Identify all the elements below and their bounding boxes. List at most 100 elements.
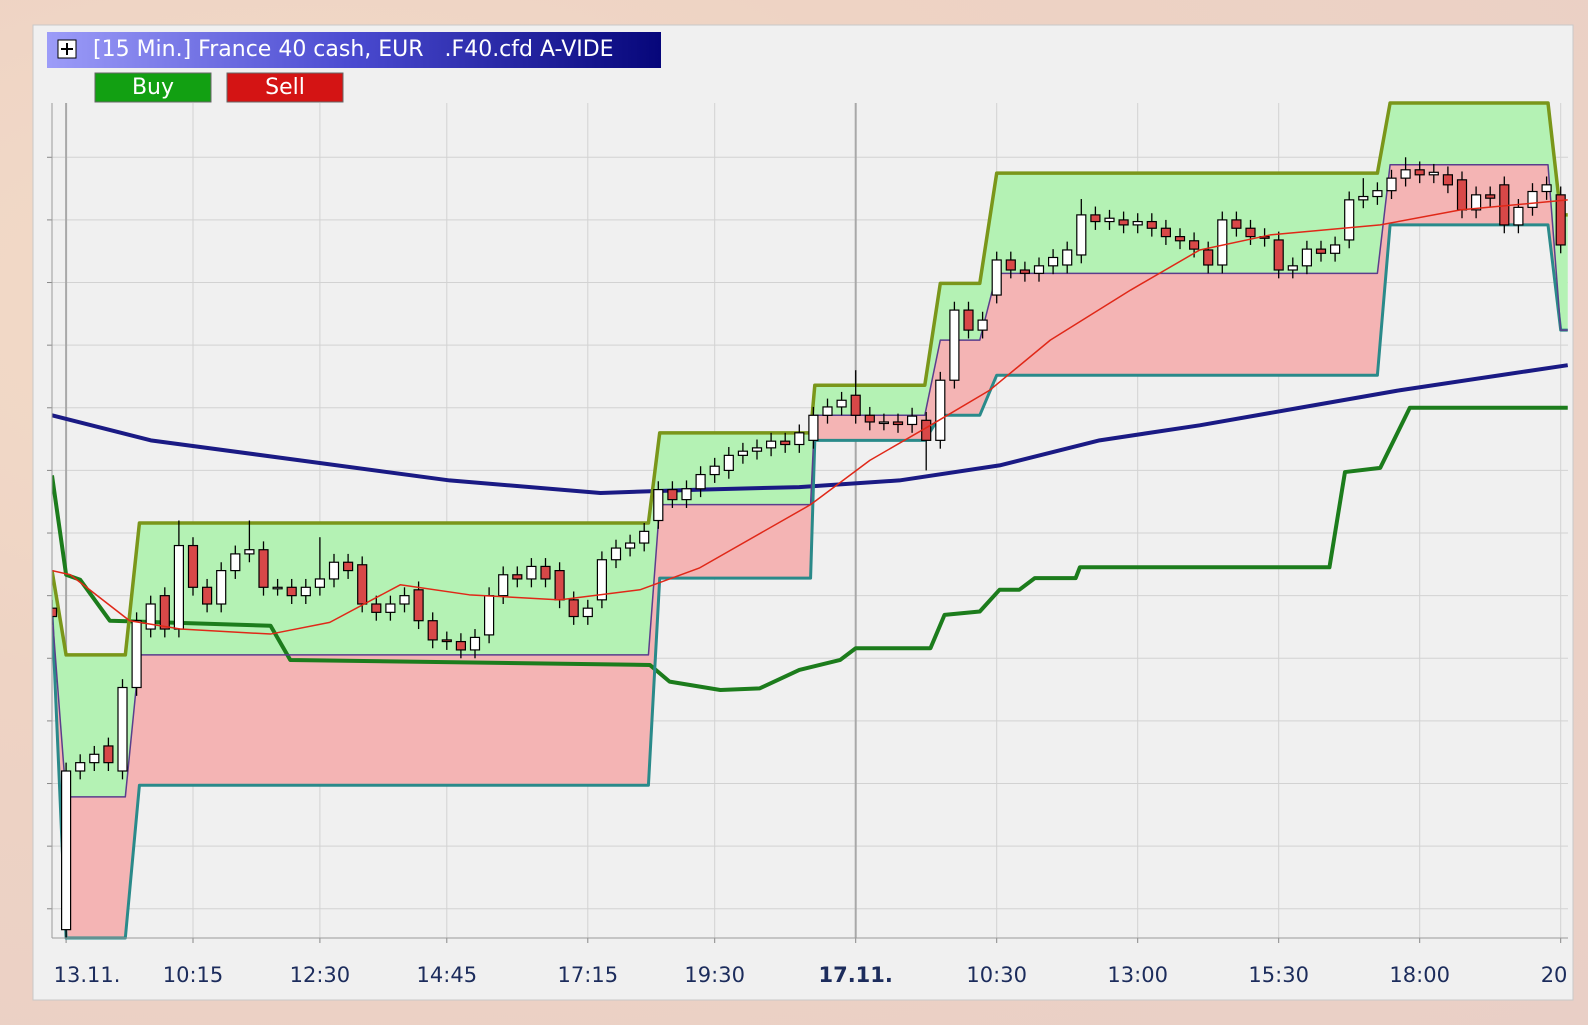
candle-body	[836, 399, 847, 408]
candle-body	[681, 488, 692, 501]
candle-body	[794, 432, 805, 446]
candle-body	[230, 553, 241, 572]
candle-body	[1076, 214, 1087, 256]
candle-body	[1456, 179, 1468, 211]
button-label[interactable]: Sell	[265, 75, 305, 100]
candle-body	[878, 421, 890, 425]
candle-body	[1203, 249, 1214, 266]
candle-body	[413, 589, 424, 622]
candle-body	[145, 603, 156, 630]
x-tick-label: 12:30	[290, 963, 351, 987]
candle-body	[624, 542, 636, 549]
candle-body	[1132, 220, 1143, 226]
candle-body	[1217, 219, 1228, 266]
candle-body	[864, 414, 875, 423]
candle-body	[1541, 184, 1552, 193]
candle-body	[653, 489, 664, 522]
button[interactable]	[226, 72, 344, 103]
candle-body	[1315, 248, 1327, 254]
candle-body	[639, 530, 650, 544]
channel-upper	[52, 101, 1568, 657]
x-tick-label: 10:15	[163, 963, 224, 987]
candle-body	[765, 440, 777, 449]
candle-body	[1513, 206, 1524, 226]
candle-body	[202, 586, 213, 605]
candle-body	[1301, 248, 1313, 267]
candle-body	[1442, 174, 1454, 186]
candle-body	[357, 564, 368, 605]
button[interactable]	[94, 72, 212, 103]
candle-body	[427, 620, 438, 641]
candle-body	[1104, 217, 1115, 223]
x-tick-label: 20	[1541, 963, 1568, 987]
candle-body	[512, 574, 523, 580]
candle-body	[216, 569, 227, 605]
candle-body	[1428, 171, 1439, 176]
candle-body	[484, 595, 495, 636]
candle-body	[963, 309, 974, 331]
candle-body	[343, 561, 354, 572]
candle-body	[286, 586, 297, 597]
candle-body	[568, 599, 579, 618]
candle-body	[1287, 265, 1298, 271]
button-label[interactable]: Buy	[132, 75, 174, 100]
candle-body	[187, 544, 199, 588]
candle-body	[1386, 177, 1397, 192]
candle-body	[1555, 194, 1566, 246]
candle-body	[780, 440, 791, 446]
candle-body	[371, 603, 382, 613]
candle-body	[1527, 190, 1538, 208]
candle-body	[300, 586, 311, 597]
candle-body	[1019, 269, 1031, 274]
x-tick-label: 14:45	[417, 963, 478, 987]
candle-body	[117, 686, 128, 772]
candle-body	[399, 595, 410, 605]
candle-body	[808, 414, 819, 441]
x-tick-label: 18:00	[1389, 963, 1450, 987]
candle-body	[822, 406, 833, 416]
candle-body	[991, 259, 1002, 296]
x-tick-label: 15:30	[1248, 963, 1309, 987]
candle-body	[1188, 240, 1200, 250]
candle-body	[1372, 190, 1383, 198]
candle-body	[596, 559, 608, 601]
candle-body	[173, 544, 184, 630]
candle-body	[441, 639, 452, 643]
candle-body	[103, 745, 114, 764]
candle-body	[89, 753, 100, 764]
candle-body	[1245, 227, 1256, 238]
candle-body	[1005, 259, 1016, 271]
candle-body	[1118, 219, 1129, 226]
x-tick-label: 17:15	[558, 963, 619, 987]
candle-body	[949, 309, 960, 381]
candle-body	[751, 447, 763, 452]
candle-body	[272, 586, 283, 590]
candle-body	[554, 569, 565, 601]
candle-body	[695, 473, 706, 490]
candle-body	[131, 620, 142, 689]
title-bar[interactable]	[47, 32, 661, 68]
x-tick-label: 17.11.	[818, 963, 892, 987]
candle-body	[1090, 214, 1101, 223]
candle-body	[1062, 249, 1073, 266]
x-tick-label: 19:30	[684, 963, 745, 987]
candle-body	[935, 379, 946, 441]
candle-body	[1470, 194, 1482, 211]
x-tick-label: 10:30	[966, 963, 1027, 987]
indicator-line	[52, 363, 1568, 495]
candle-body	[52, 607, 58, 618]
sell-zone	[52, 164, 1568, 939]
candle-body	[737, 450, 749, 456]
candle-body	[1485, 194, 1496, 199]
candle-body	[1033, 265, 1045, 274]
candle-body	[328, 561, 340, 580]
candle-body	[906, 415, 918, 426]
candle-body	[667, 489, 678, 501]
candle-body	[526, 565, 537, 580]
candle-body	[314, 578, 325, 588]
candle-body	[1344, 199, 1355, 241]
candle-body	[455, 640, 466, 651]
candle-body	[1273, 239, 1284, 271]
candle-body	[1174, 236, 1186, 242]
